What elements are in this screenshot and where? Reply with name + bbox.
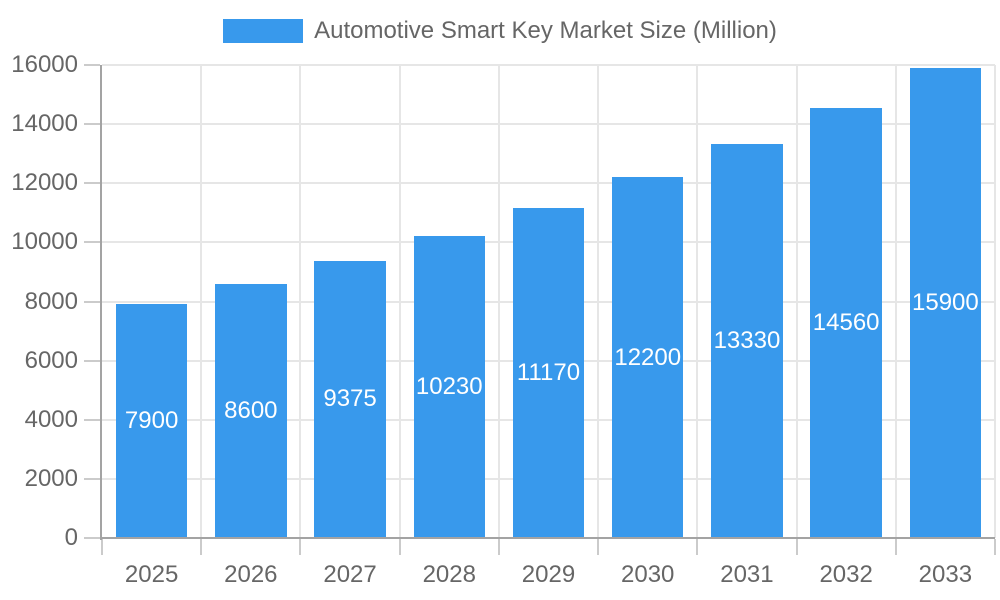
bar: 10230: [413, 235, 485, 538]
y-tick-label: 14000: [11, 110, 78, 138]
x-tick-label: 2028: [422, 561, 476, 588]
bar-value-label: 15900: [912, 288, 979, 316]
plot-area: 0 2000 4000 6000 8000 10000 12000 14000 16000 790…: [11, 52, 996, 588]
bar: 7900: [115, 304, 188, 538]
y-gridline: [102, 64, 995, 66]
x-tick-mark: [497, 539, 500, 555]
bar: 11170: [512, 207, 585, 538]
x-gridline: [994, 65, 996, 538]
bar-value-label: 9375: [323, 385, 377, 413]
y-tick-mark: [84, 537, 100, 539]
y-gridline: [102, 182, 995, 185]
y-tick-mark: [84, 418, 100, 421]
x-gridline: [497, 65, 500, 538]
bar-value-label: 11170: [516, 358, 581, 386]
y-tick-label: 16000: [11, 51, 78, 78]
y-tick-mark: [84, 123, 100, 126]
bar-value-label: 12200: [614, 343, 682, 371]
x-tick-label: 2033: [918, 561, 973, 588]
x-gridline: [597, 65, 600, 538]
y-tick-label: 2000: [24, 464, 78, 492]
y-tick-mark: [84, 182, 100, 185]
x-gridline: [398, 65, 401, 538]
x-tick-label: 2025: [124, 561, 179, 588]
x-gridline: [200, 65, 203, 538]
legend-item[interactable]: Automotive Smart Key Market Size (Millio…: [0, 17, 1000, 45]
x-tick-label: 2026: [224, 561, 278, 588]
x-tick-mark: [894, 539, 897, 555]
bar-value-label: 13330: [713, 326, 781, 354]
x-gridline: [894, 65, 897, 538]
x-tick-label: 2032: [819, 561, 873, 588]
bar: 13330: [711, 143, 783, 538]
bar: 8600: [215, 283, 287, 538]
x-tick-label: 2030: [621, 561, 675, 588]
x-tick-mark: [398, 539, 401, 555]
bar: 12200: [612, 177, 684, 538]
x-tick-label: 2031: [720, 561, 774, 588]
y-tick-mark: [84, 64, 100, 66]
x-tick-mark: [597, 539, 600, 555]
x-tick-mark: [795, 539, 798, 555]
bar-value-label: 10230: [415, 372, 483, 400]
y-gridline: [102, 123, 995, 126]
y-tick-mark: [84, 477, 100, 480]
bar: 15900: [909, 67, 982, 538]
legend-label: Automotive Smart Key Market Size (Millio…: [314, 17, 777, 44]
x-gridline: [795, 65, 798, 538]
x-tick-mark: [994, 539, 996, 555]
y-tick-label: 12000: [11, 169, 78, 197]
y-axis-line: [100, 65, 102, 540]
x-tick-label: 2027: [323, 561, 377, 588]
x-axis-line: [100, 537, 995, 539]
y-tick-label: 0: [64, 524, 78, 551]
x-gridline: [299, 65, 302, 538]
x-tick-mark: [299, 539, 302, 555]
bar: 14560: [810, 107, 882, 538]
y-tick-label: 6000: [24, 346, 78, 374]
bar-value-label: 7900: [124, 407, 179, 435]
y-tick-label: 10000: [11, 228, 78, 256]
y-tick-label: 4000: [24, 405, 78, 433]
x-tick-mark: [696, 539, 699, 555]
y-tick-mark: [84, 300, 100, 303]
y-tick-mark: [84, 359, 100, 362]
y-tick-mark: [84, 241, 100, 244]
y-tick-label: 8000: [24, 287, 78, 315]
bar-value-label: 14560: [812, 308, 880, 336]
x-gridline: [696, 65, 699, 538]
bar-value-label: 8600: [224, 396, 278, 424]
legend-swatch: [223, 19, 304, 43]
x-tick-mark: [200, 539, 203, 555]
x-tick-label: 2029: [521, 561, 576, 588]
bar: 9375: [314, 260, 386, 538]
x-tick-mark: [101, 539, 103, 555]
